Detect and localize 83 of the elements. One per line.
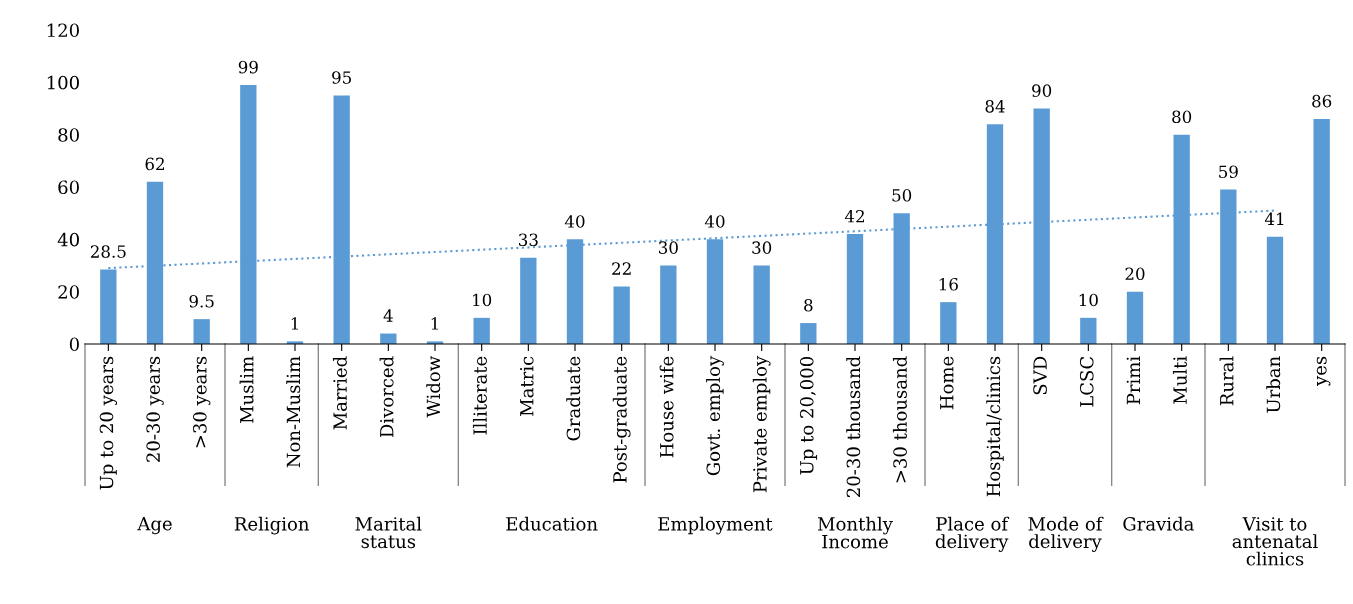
data-label: 50 (892, 189, 912, 202)
y-tick-label: 100 (47, 75, 79, 90)
data-label: 9.5 (189, 294, 214, 308)
data-label: 80 (1172, 110, 1192, 124)
bar (1080, 317, 1097, 344)
bar (473, 317, 490, 344)
x-tick-label: Divorced (379, 356, 394, 438)
x-tick-label: Non-Muslim (286, 356, 301, 468)
y-tick-label: 80 (58, 128, 79, 142)
y-tick-label: 20 (58, 285, 79, 299)
data-label: 40 (564, 215, 585, 228)
text: Place of delivery (935, 516, 1010, 552)
x-tick-label: 20-30 years (146, 356, 164, 462)
text: Religion (234, 516, 309, 535)
x-tick-label: Graduate (566, 356, 581, 441)
data-label: 16 (939, 277, 958, 291)
x-tick-label: Multi (1172, 356, 1187, 404)
x-tick-label: Rural (1219, 356, 1234, 406)
data-label: 33 (519, 233, 538, 247)
y-tick-label: 120 (47, 23, 79, 38)
text: Employment (658, 516, 773, 535)
x-tick-label: Hospital/clinics (986, 356, 1004, 497)
data-label: 20 (1125, 267, 1145, 281)
text: Monthly Income (817, 516, 893, 549)
x-tick-label: Urban (1266, 356, 1281, 413)
text: Visit to antenatal clinics (1232, 517, 1318, 566)
bar (753, 265, 770, 344)
x-tick-label: SVD (1033, 356, 1047, 395)
data-label: 8 (804, 298, 813, 312)
data-label: 1 (291, 317, 298, 330)
x-tick-label: >30 thousand (892, 356, 907, 483)
x-tick-label: LCSC (1079, 356, 1094, 407)
data-label: 59 (1219, 165, 1238, 179)
text: Gravida (1123, 516, 1194, 531)
data-label: 1 (431, 317, 438, 330)
bar (520, 257, 537, 344)
data-label: 30 (659, 241, 678, 254)
x-tick-label: >30 years (192, 356, 211, 448)
data-label: 42 (844, 209, 864, 223)
bar (1126, 291, 1144, 344)
data-label: 90 (1032, 84, 1052, 97)
bar (660, 265, 677, 344)
data-label: 22 (612, 262, 631, 275)
x-tick-label: Up to 20,000 (799, 357, 818, 475)
text: Education (506, 516, 598, 531)
data-label: 28.5 (90, 245, 126, 258)
data-label: 41 (1264, 212, 1284, 225)
data-label: 95 (332, 71, 351, 84)
bar (1313, 118, 1330, 344)
data-label: 40 (704, 215, 725, 228)
x-tick-label: Illiterate (472, 356, 487, 435)
x-tick-label: Matric (520, 356, 534, 416)
x-tick-label: House wife (659, 356, 674, 458)
data-label: 62 (145, 157, 164, 171)
data-label: 4 (383, 309, 393, 322)
y-tick-label: 40 (57, 232, 79, 247)
text: Mode of delivery (1028, 516, 1104, 552)
text: Marital status (355, 516, 422, 549)
x-tick-label: Private employ (752, 355, 771, 493)
x-tick-label: Govt. employ (706, 355, 724, 476)
y-tick-label: 0 (69, 337, 79, 352)
bar (1266, 236, 1284, 344)
x-tick-label: Post-graduate (612, 356, 631, 483)
data-label: 86 (1312, 94, 1332, 108)
data-label: 10 (1079, 293, 1098, 307)
x-tick-label: Up to 20 years (99, 356, 118, 490)
x-tick-label: yes (1316, 356, 1331, 387)
bar (800, 323, 817, 344)
x-tick-label: Muslim (239, 356, 254, 423)
y-tick-label: 60 (58, 180, 79, 195)
x-tick-label: 20-30 thousand (846, 356, 861, 497)
data-label: 10 (473, 293, 492, 307)
x-tick-label: Home (940, 356, 954, 410)
x-tick-label: Primi (1126, 356, 1140, 405)
x-tick-label: Widow (426, 356, 441, 418)
data-label: 84 (985, 100, 1005, 113)
data-label: 30 (752, 241, 772, 254)
text: Age (137, 517, 172, 535)
bar (940, 302, 957, 344)
x-tick-label: Married (332, 356, 347, 430)
bar (613, 286, 630, 344)
bar (193, 319, 210, 344)
data-label: 99 (238, 60, 258, 74)
